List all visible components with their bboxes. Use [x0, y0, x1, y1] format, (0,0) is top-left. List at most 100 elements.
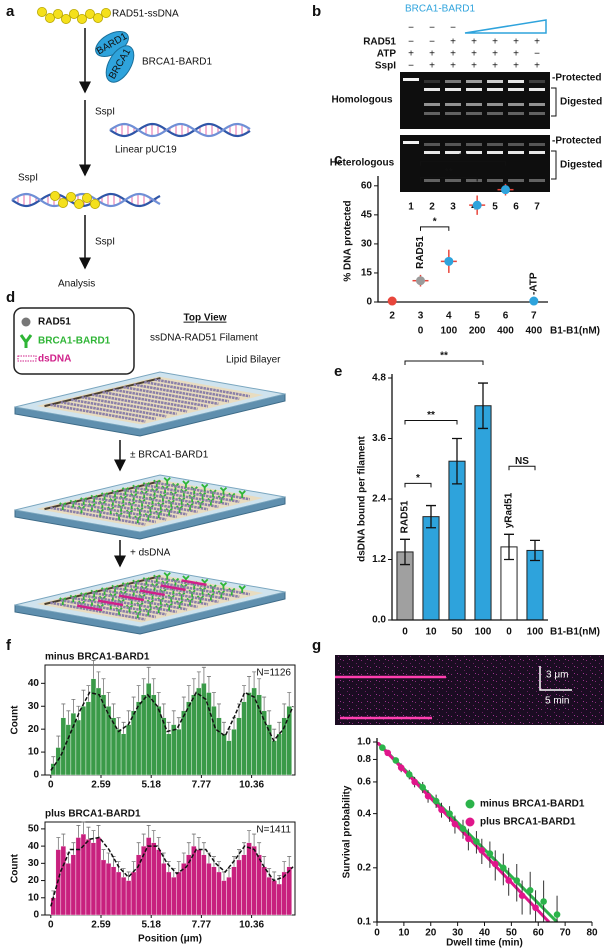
- error-bar: [267, 868, 272, 878]
- y-tick-label: 45: [361, 209, 373, 220]
- brca1-bard1: [219, 582, 228, 590]
- dna-strand: [109, 122, 251, 138]
- gel-band: [403, 78, 419, 81]
- data-point: [411, 778, 418, 786]
- band-label: Digested: [560, 160, 602, 171]
- bar: [186, 854, 192, 916]
- error-bar: [91, 660, 96, 679]
- error-bar: [121, 868, 126, 878]
- x-tick-label: 7.77: [192, 920, 212, 931]
- gel-band: [466, 88, 482, 91]
- x-tick-label: 3: [418, 311, 424, 322]
- dsdna: [139, 589, 166, 597]
- filament: [154, 378, 250, 398]
- lane-number: 1: [408, 202, 414, 213]
- x-tick-label: 0: [402, 627, 408, 638]
- condition-label: Homologous: [331, 95, 393, 106]
- rad51-bead: [82, 192, 93, 203]
- error-bar: [257, 678, 262, 695]
- sign: +: [429, 61, 435, 72]
- x-tick-label: 4: [446, 311, 452, 322]
- significance-bracket: [404, 482, 432, 488]
- dsdna-icon: [17, 355, 37, 362]
- gel-band: [529, 112, 545, 115]
- data-point: [446, 810, 453, 817]
- rad51-bead: [66, 191, 77, 202]
- significance-label: **: [440, 351, 448, 362]
- error-bar: [186, 842, 191, 855]
- y-tick-label: 0.1: [357, 917, 371, 928]
- panel-label: c: [334, 151, 342, 168]
- gel-band: [466, 143, 482, 146]
- sign: +: [513, 61, 519, 72]
- significance-label: **: [459, 152, 467, 163]
- error-bar: [227, 868, 232, 878]
- y-tick-label: 30: [28, 701, 40, 712]
- data-point: [397, 764, 405, 771]
- bar: [85, 701, 92, 776]
- chart-title: plus BRCA1-BARD1: [45, 809, 141, 820]
- gel-band: [487, 103, 503, 106]
- sign: +: [534, 37, 540, 48]
- error-bar: [277, 721, 282, 734]
- gel-band: [424, 112, 440, 115]
- brca1-bard1: [238, 585, 246, 593]
- point-label: -ATP: [528, 272, 539, 295]
- y-tick-label: 0: [33, 770, 39, 781]
- bar: [75, 719, 82, 776]
- sign: +: [471, 37, 477, 48]
- error-bar: [262, 696, 267, 711]
- error-bar: [452, 437, 462, 485]
- gel-band: [508, 88, 524, 91]
- legend-label: RAD51: [38, 317, 71, 328]
- y-axis-title: Count: [10, 705, 21, 735]
- concentration-label: 400: [525, 326, 542, 337]
- y-axis-title: % DNA protected: [343, 200, 354, 281]
- x-tick-label: 10.36: [239, 920, 264, 931]
- bar: [246, 842, 252, 916]
- y-tick-label: 0: [33, 910, 39, 921]
- error-bar: [51, 756, 56, 764]
- error-bar: [176, 861, 181, 872]
- data-point: [540, 898, 547, 905]
- error-bar: [201, 842, 206, 855]
- condition-label: Heterologous: [330, 158, 395, 169]
- y-tick-label: 10: [28, 892, 40, 903]
- bar: [60, 845, 67, 916]
- error-bar: [201, 666, 206, 684]
- sign: +: [492, 37, 498, 48]
- filament: [112, 586, 209, 606]
- error-bar: [196, 671, 201, 688]
- rad51-bead: [101, 7, 112, 18]
- gel-band: [466, 80, 482, 83]
- error-bar: [166, 721, 171, 734]
- x-tick-label: 100: [527, 627, 544, 638]
- filament: [91, 496, 188, 516]
- x-tick-label: 7.77: [192, 780, 212, 791]
- sign: +: [450, 37, 456, 48]
- gel-band: [487, 112, 503, 115]
- view-label: Top View: [184, 313, 227, 324]
- error-bar: [247, 830, 252, 843]
- gel-b: BRCA1-BARD1 − − −RAD51− − + + + + +ATP + + + + + + −Ssp…: [330, 4, 602, 213]
- legend-label: BRCA1-BARD1: [38, 336, 111, 347]
- bar: [110, 866, 117, 916]
- data-point: [465, 835, 472, 843]
- sign: +: [534, 61, 540, 72]
- bar: [60, 717, 67, 776]
- x-axis-title: Position (μm): [138, 934, 202, 945]
- bar: [85, 839, 92, 916]
- row-label: SspI: [375, 61, 396, 72]
- filament: [50, 601, 146, 621]
- bar: [140, 694, 147, 776]
- y-tick-label: 20: [28, 724, 40, 735]
- legend-label: dsDNA: [38, 354, 71, 365]
- lane-number: 3: [450, 202, 456, 213]
- bar: [120, 876, 127, 916]
- bar: [448, 460, 466, 621]
- bar: [281, 871, 287, 916]
- brca1-bard1: [201, 483, 209, 492]
- error-bar: [161, 703, 166, 718]
- x-tick-label: 5.18: [141, 920, 161, 931]
- concentration-label: 200: [469, 326, 486, 337]
